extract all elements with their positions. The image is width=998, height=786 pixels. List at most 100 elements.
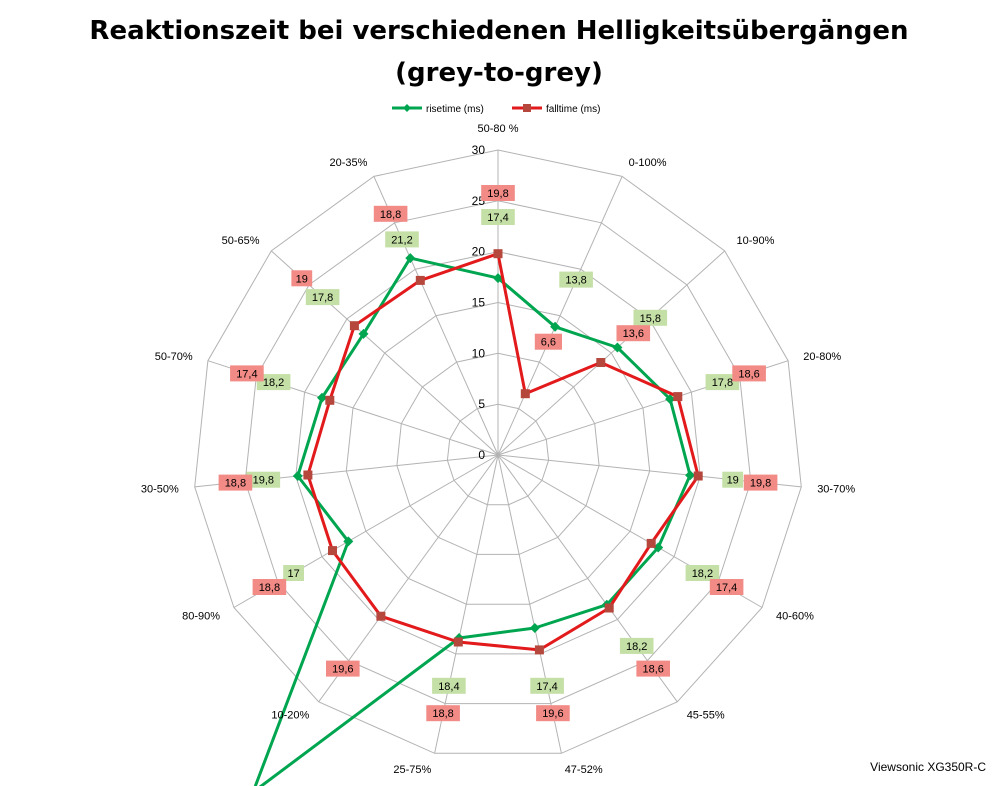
category-label: 25-75% <box>393 764 431 776</box>
data-labels: 17,413,815,817,81918,218,217,418,41719,8… <box>218 185 778 722</box>
data-point-risetime <box>550 321 561 332</box>
svg-text:17,4: 17,4 <box>487 212 508 224</box>
svg-text:15,8: 15,8 <box>640 313 661 325</box>
category-label: 30-70% <box>817 484 855 496</box>
svg-text:risetime (ms): risetime (ms) <box>426 104 484 115</box>
data-label-falltime: 18,8 <box>218 474 253 491</box>
category-label: 30-50% <box>141 484 179 496</box>
data-point-falltime <box>415 275 425 285</box>
data-point-falltime <box>646 538 656 548</box>
model-credit: Viewsonic XG350R-C <box>870 760 986 774</box>
data-label-risetime: 18,2 <box>685 565 720 581</box>
grid-ring-15 <box>345 301 651 605</box>
grid-spoke <box>497 250 726 456</box>
category-label: 40-60% <box>776 611 814 623</box>
svg-text:19,8: 19,8 <box>487 188 508 200</box>
data-label-risetime: 19 <box>722 471 744 488</box>
svg-text:17,8: 17,8 <box>312 292 333 304</box>
data-label-falltime: 18,6 <box>732 365 766 382</box>
svg-text:19,6: 19,6 <box>542 708 563 720</box>
category-label: 45-55% <box>687 710 725 722</box>
svg-text:18,8: 18,8 <box>259 582 280 594</box>
svg-text:19,8: 19,8 <box>253 475 274 487</box>
data-point-risetime <box>358 328 369 339</box>
svg-text:18,2: 18,2 <box>263 377 284 389</box>
grid-ring-10 <box>396 352 600 555</box>
svg-text:18,8: 18,8 <box>225 478 246 490</box>
radar-series <box>253 249 703 786</box>
series-line-risetime <box>253 256 692 786</box>
svg-text:18,8: 18,8 <box>380 209 401 221</box>
chart-title-line-1: Reaktionszeit bei verschiedenen Helligke… <box>89 16 909 46</box>
data-point-falltime <box>303 470 313 480</box>
svg-text:18,6: 18,6 <box>642 664 663 676</box>
data-point-falltime <box>325 395 335 405</box>
data-point-falltime <box>596 358 606 367</box>
svg-text:17,4: 17,4 <box>716 582 737 594</box>
axis-tick-label: 20 <box>472 245 486 259</box>
category-label: 10-20% <box>271 710 309 722</box>
category-label: 50-70% <box>155 351 193 363</box>
radar-grid <box>194 149 802 754</box>
data-point-risetime <box>665 394 676 405</box>
data-label-falltime: 18,8 <box>373 205 408 222</box>
grid-spoke <box>434 454 499 754</box>
category-label: 10-90% <box>737 235 775 247</box>
data-label-falltime: 19,8 <box>481 185 515 201</box>
grid-spoke <box>497 176 623 456</box>
svg-text:18,8: 18,8 <box>432 708 453 720</box>
data-point-risetime <box>405 253 416 264</box>
data-point-risetime <box>292 471 303 481</box>
svg-text:19: 19 <box>727 475 739 487</box>
svg-text:17,4: 17,4 <box>236 368 257 380</box>
data-label-falltime: 18,6 <box>636 660 670 677</box>
category-label: 50-80 % <box>478 123 519 135</box>
svg-text:17,8: 17,8 <box>712 377 733 389</box>
svg-text:19: 19 <box>296 273 308 285</box>
grid-ring-20 <box>295 251 701 655</box>
svg-text:18,4: 18,4 <box>438 681 459 693</box>
category-label: 20-35% <box>329 157 367 169</box>
data-point-risetime <box>493 273 503 284</box>
data-label-risetime: 17,8 <box>705 374 740 391</box>
data-point-falltime <box>349 321 359 331</box>
data-point-risetime <box>612 342 623 353</box>
data-label-risetime: 18,4 <box>432 677 466 694</box>
category-label: 80-90% <box>182 611 220 623</box>
svg-text:13,8: 13,8 <box>565 275 586 287</box>
data-label-risetime: 13,8 <box>559 271 593 288</box>
data-point-risetime <box>685 470 696 481</box>
data-point-falltime <box>493 249 503 259</box>
axis-tick-label: 0 <box>478 448 485 462</box>
grid-ring-30 <box>194 149 802 754</box>
data-label-risetime: 17,8 <box>305 289 340 306</box>
data-point-risetime <box>317 392 327 403</box>
data-label-falltime: 17,4 <box>230 365 264 382</box>
chart-title: Reaktionszeit bei verschiedenen Helligke… <box>0 10 998 94</box>
data-label-falltime: 18,8 <box>252 579 287 595</box>
svg-text:17,4: 17,4 <box>536 681 557 693</box>
legend: risetime (ms) falltime (ms) <box>392 104 600 115</box>
data-label-risetime: 17,4 <box>481 209 515 225</box>
svg-text:19,6: 19,6 <box>332 664 353 676</box>
data-label-risetime: 21,2 <box>385 231 419 248</box>
grid-spoke <box>497 454 562 754</box>
svg-text:falltime (ms): falltime (ms) <box>546 104 600 115</box>
data-label-falltime: 18,8 <box>426 705 460 722</box>
svg-text:13,6: 13,6 <box>623 328 644 340</box>
data-point-risetime <box>529 623 540 633</box>
legend-item-risetime: risetime (ms) <box>392 104 484 115</box>
data-label-falltime: 19,6 <box>326 660 360 677</box>
data-label-risetime: 18,2 <box>619 637 654 654</box>
svg-text:18,2: 18,2 <box>692 568 713 580</box>
grid-ring-25 <box>244 200 752 705</box>
category-label: 50-65% <box>222 235 260 247</box>
data-label-risetime: 17,4 <box>530 677 564 694</box>
axis-tick-label: 30 <box>472 143 486 157</box>
data-point-falltime <box>673 392 683 402</box>
series-line-falltime <box>306 252 700 652</box>
category-label: 0-100% <box>629 157 667 169</box>
data-label-falltime: 19,8 <box>743 474 778 491</box>
axis-tick-label: 15 <box>472 296 486 310</box>
